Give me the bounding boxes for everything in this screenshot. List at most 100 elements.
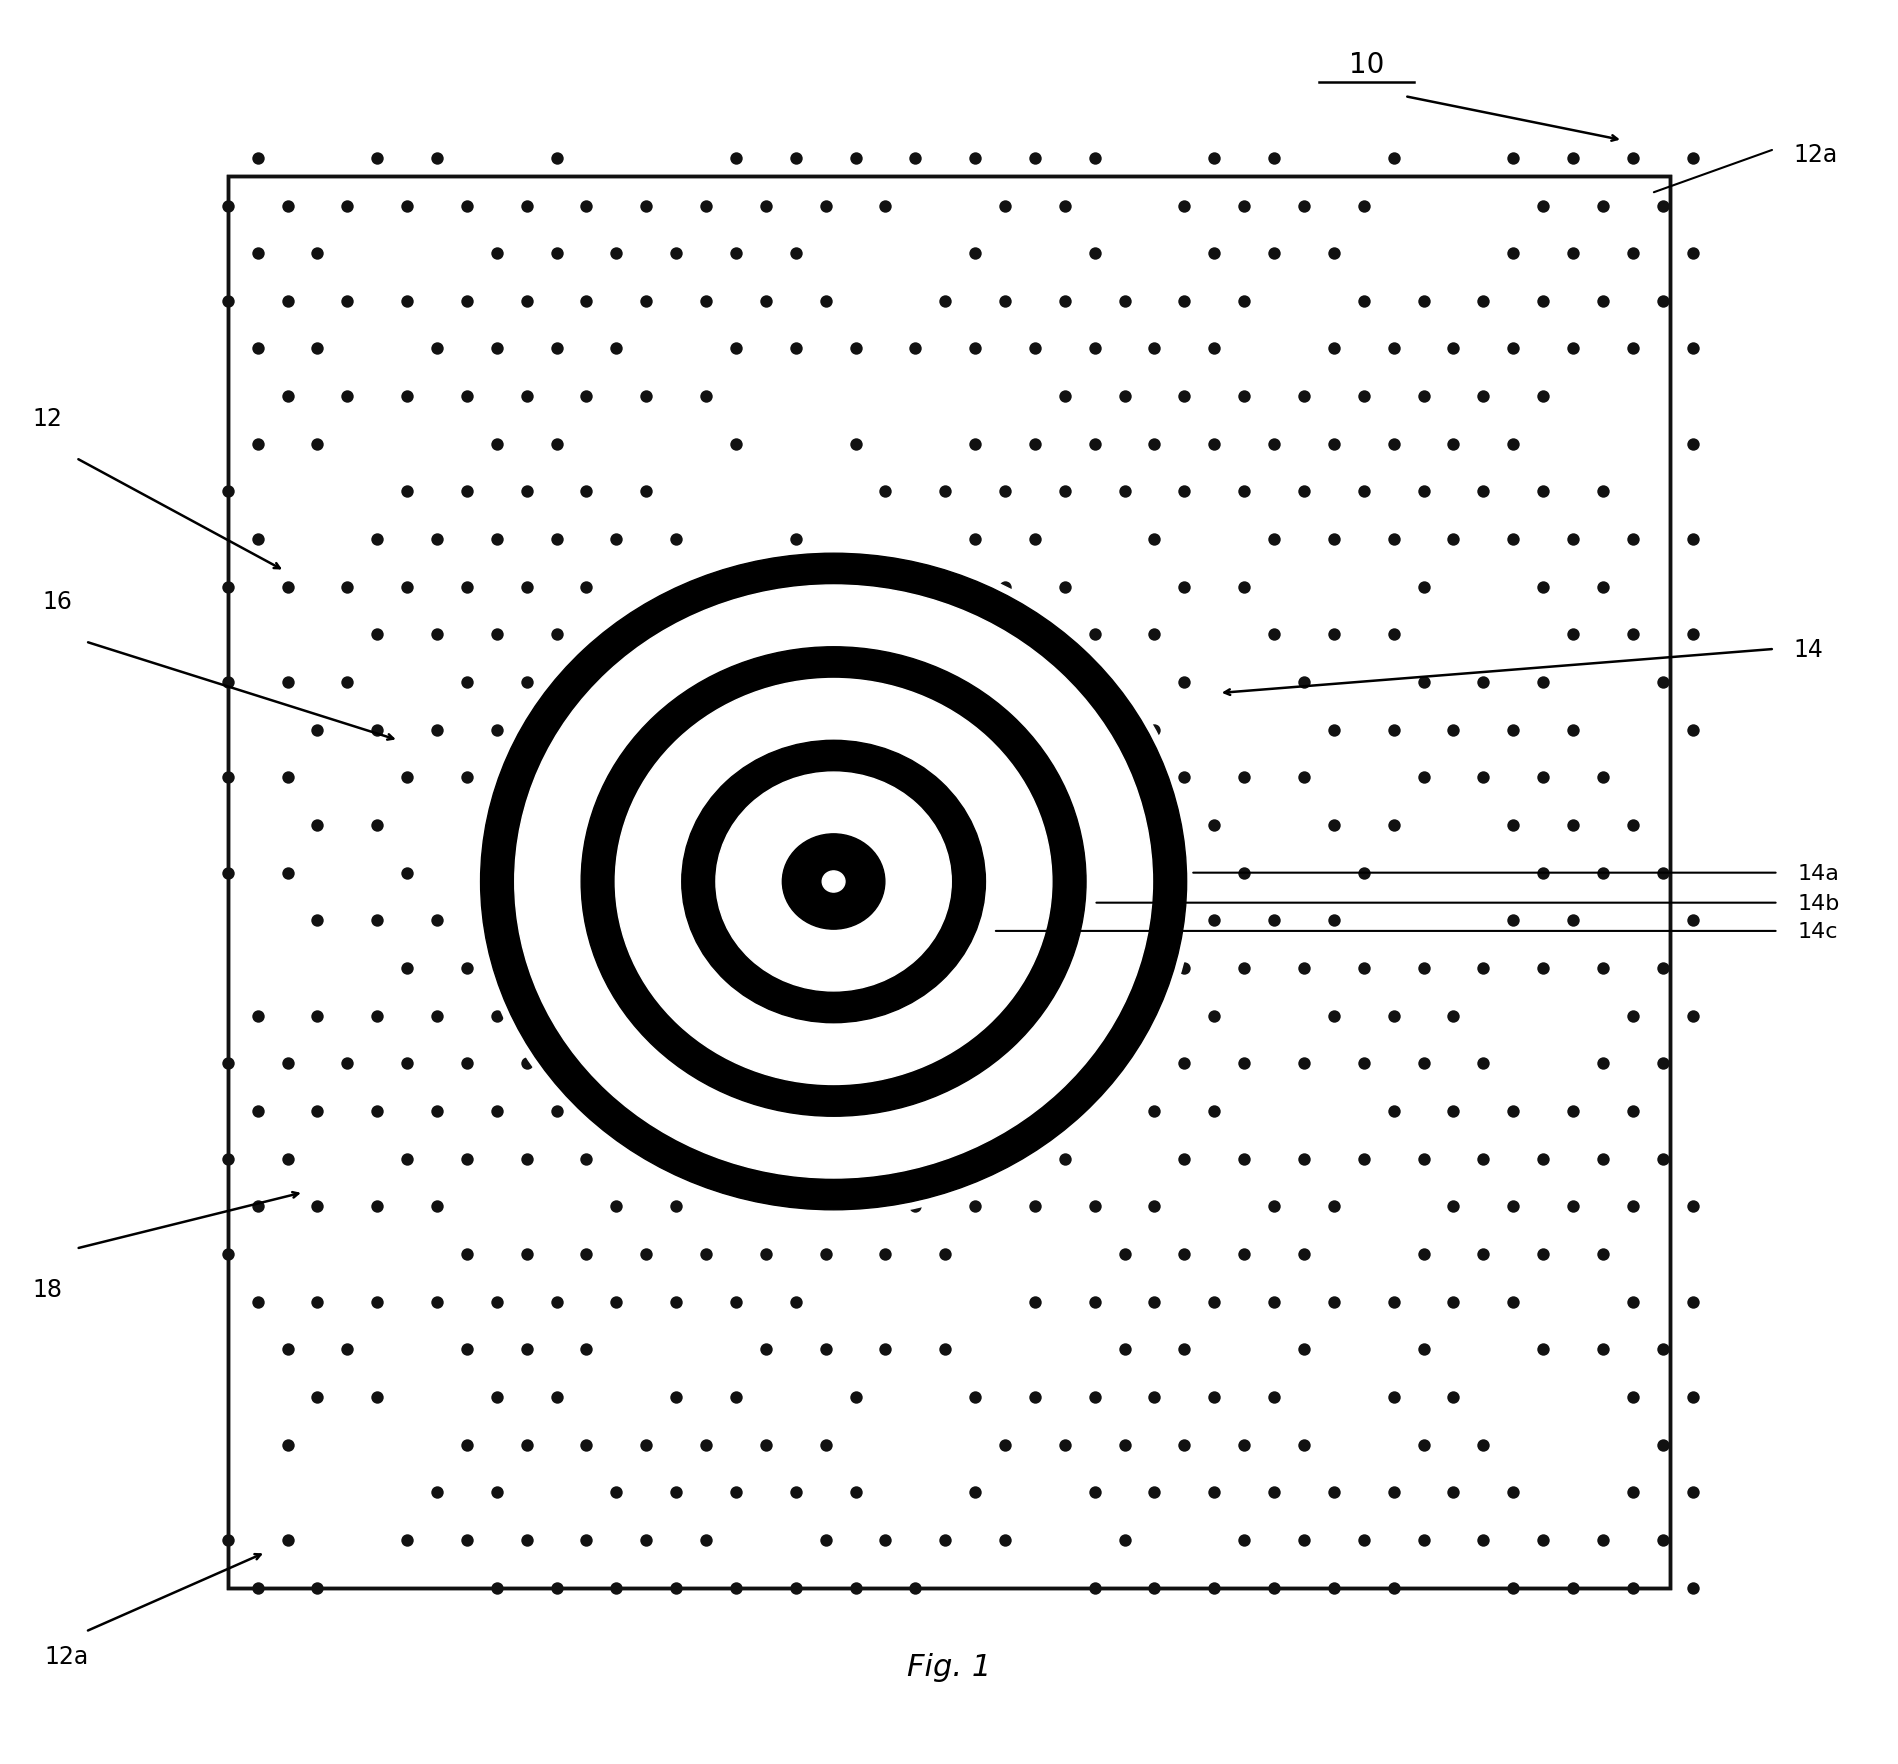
Point xyxy=(271,1050,302,1078)
Point xyxy=(1498,1478,1528,1506)
Point xyxy=(1019,1288,1050,1316)
Point xyxy=(1200,1097,1230,1125)
Point xyxy=(1378,621,1408,649)
Point xyxy=(1678,1383,1708,1411)
Point xyxy=(541,335,571,363)
Point xyxy=(271,764,302,792)
Point xyxy=(363,1288,393,1316)
Point xyxy=(302,1288,332,1316)
Point xyxy=(452,1050,482,1078)
Point xyxy=(1378,1002,1408,1030)
Point xyxy=(1678,1002,1708,1030)
Point xyxy=(243,335,273,363)
Point xyxy=(1558,240,1589,268)
Point xyxy=(1587,764,1617,792)
Point xyxy=(750,669,782,697)
Point xyxy=(1139,430,1169,459)
Point xyxy=(1587,192,1617,220)
Point xyxy=(452,192,482,220)
Point xyxy=(571,1526,602,1554)
Point xyxy=(1378,1288,1408,1316)
Point xyxy=(1348,383,1378,411)
Point xyxy=(960,1383,991,1411)
Point xyxy=(391,1145,421,1173)
Point xyxy=(691,288,721,316)
Point xyxy=(363,621,393,649)
Point xyxy=(213,192,243,220)
Point xyxy=(1289,954,1319,983)
Bar xyxy=(228,176,1670,1588)
Point xyxy=(1289,383,1319,411)
Point xyxy=(602,811,632,840)
Point xyxy=(1558,526,1589,554)
Point xyxy=(1378,1573,1408,1602)
Point xyxy=(841,1002,871,1030)
Point xyxy=(1587,1145,1617,1173)
Point xyxy=(571,383,602,411)
Point xyxy=(1228,1526,1258,1554)
Point xyxy=(541,716,571,744)
Point xyxy=(869,192,900,220)
Point xyxy=(1378,1097,1408,1125)
Point xyxy=(482,430,512,459)
Point xyxy=(1439,1288,1469,1316)
Point xyxy=(930,669,960,697)
Point xyxy=(482,1097,512,1125)
Point xyxy=(1169,573,1200,602)
Point xyxy=(1587,573,1617,602)
Point xyxy=(930,1335,960,1364)
Point xyxy=(1348,954,1378,983)
Point xyxy=(1200,335,1230,363)
Point xyxy=(541,430,571,459)
Point xyxy=(1319,716,1349,744)
Point xyxy=(869,669,900,697)
Point xyxy=(271,859,302,887)
Point xyxy=(841,335,871,363)
Point xyxy=(661,1478,691,1506)
Point xyxy=(1558,907,1589,935)
Point xyxy=(1498,1573,1528,1602)
Point xyxy=(991,1526,1021,1554)
Point xyxy=(243,1573,273,1602)
Point xyxy=(1439,430,1469,459)
Point xyxy=(1469,1431,1499,1459)
Point xyxy=(1019,1383,1050,1411)
Point xyxy=(1319,907,1349,935)
Point xyxy=(602,1192,632,1221)
Point xyxy=(391,383,421,411)
Point xyxy=(1528,1526,1558,1554)
Point xyxy=(271,192,302,220)
Point xyxy=(452,288,482,316)
Point xyxy=(1348,1145,1378,1173)
Point xyxy=(482,1383,512,1411)
Point xyxy=(332,288,363,316)
Point xyxy=(1319,1573,1349,1602)
Point xyxy=(869,573,900,602)
Point xyxy=(482,1288,512,1316)
Point xyxy=(1289,1050,1319,1078)
Point xyxy=(1319,1192,1349,1221)
Point xyxy=(1169,1335,1200,1364)
Point xyxy=(243,1097,273,1125)
Point xyxy=(1678,240,1708,268)
Point xyxy=(421,1288,452,1316)
Point xyxy=(1019,526,1050,554)
Point xyxy=(511,1431,543,1459)
Point xyxy=(243,145,273,173)
Point xyxy=(1469,478,1499,506)
Point xyxy=(1528,669,1558,697)
Point xyxy=(363,716,393,744)
Point xyxy=(1678,145,1708,173)
Point xyxy=(1319,621,1349,649)
Point xyxy=(602,335,632,363)
Point xyxy=(780,1192,810,1221)
Point xyxy=(1348,288,1378,316)
Point xyxy=(1289,1526,1319,1554)
Point xyxy=(1378,1383,1408,1411)
Point xyxy=(332,669,363,697)
Point xyxy=(991,1431,1021,1459)
Point xyxy=(482,526,512,554)
Point xyxy=(1378,145,1408,173)
Point xyxy=(1378,716,1408,744)
Point xyxy=(1408,1526,1439,1554)
